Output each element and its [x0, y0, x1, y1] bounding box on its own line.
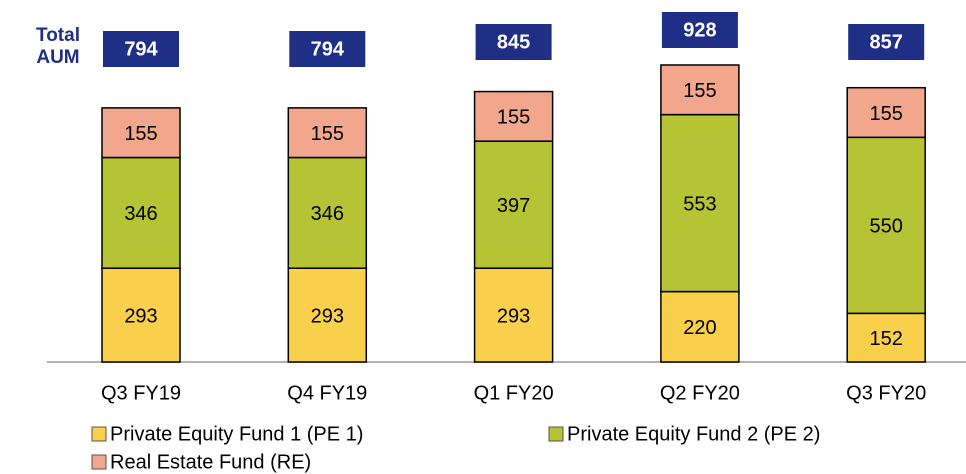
- value-label: 553: [683, 193, 716, 215]
- value-label: 155: [497, 107, 530, 129]
- value-label: 155: [683, 80, 716, 102]
- total-box: [475, 24, 552, 60]
- bar-segment: [660, 64, 740, 116]
- bar-segment: [473, 267, 554, 363]
- bar-segment: [287, 107, 368, 159]
- bar-segment: [846, 86, 926, 139]
- value-label: 293: [497, 305, 530, 327]
- value-label: 346: [124, 203, 157, 225]
- bar-segment: [101, 156, 181, 269]
- value-label: 397: [497, 195, 530, 217]
- bar-segment: [846, 312, 926, 363]
- value-label: 155: [124, 123, 157, 145]
- value-label: 155: [311, 123, 344, 145]
- bar-segment: [287, 267, 368, 363]
- bar-segment: [473, 140, 554, 269]
- bar-segment: [660, 290, 740, 363]
- total-value: 857: [870, 31, 903, 53]
- total-value: 794: [311, 38, 345, 60]
- x-tick-label: Q2 FY20: [660, 382, 740, 404]
- legend-swatch: [548, 426, 564, 442]
- bar-segment: [101, 267, 181, 363]
- x-tick-label: Q3 FY19: [101, 382, 181, 404]
- value-label: 346: [311, 203, 344, 225]
- total-label: Total AUM: [36, 25, 80, 68]
- total-box: [103, 31, 179, 67]
- value-label: 293: [124, 305, 157, 327]
- total-value: 794: [124, 38, 158, 60]
- total-box: [661, 12, 738, 48]
- total-value: 928: [683, 19, 716, 41]
- value-label: 152: [870, 328, 903, 350]
- legend-label: Real Estate Fund (RE): [110, 451, 311, 473]
- total-box: [289, 31, 366, 67]
- legend-swatch: [91, 426, 107, 442]
- value-label: 220: [683, 317, 716, 339]
- bar-segment: [101, 107, 181, 159]
- x-tick-label: Q1 FY20: [474, 382, 554, 404]
- legend-swatch: [91, 454, 107, 470]
- bar-segment: [846, 136, 926, 315]
- legend-label: Private Equity Fund 2 (PE 2): [567, 423, 820, 445]
- x-tick-label: Q3 FY20: [846, 382, 926, 404]
- bar-segment: [660, 113, 740, 293]
- total-box: [848, 24, 925, 60]
- x-tick-label: Q4 FY19: [287, 382, 367, 404]
- bar-segment: [473, 90, 554, 142]
- value-label: 550: [870, 216, 903, 238]
- bar-segment: [287, 156, 368, 269]
- value-label: 155: [870, 103, 903, 125]
- total-value: 845: [497, 31, 530, 53]
- legend-label: Private Equity Fund 1 (PE 1): [110, 423, 363, 445]
- value-label: 293: [311, 305, 344, 327]
